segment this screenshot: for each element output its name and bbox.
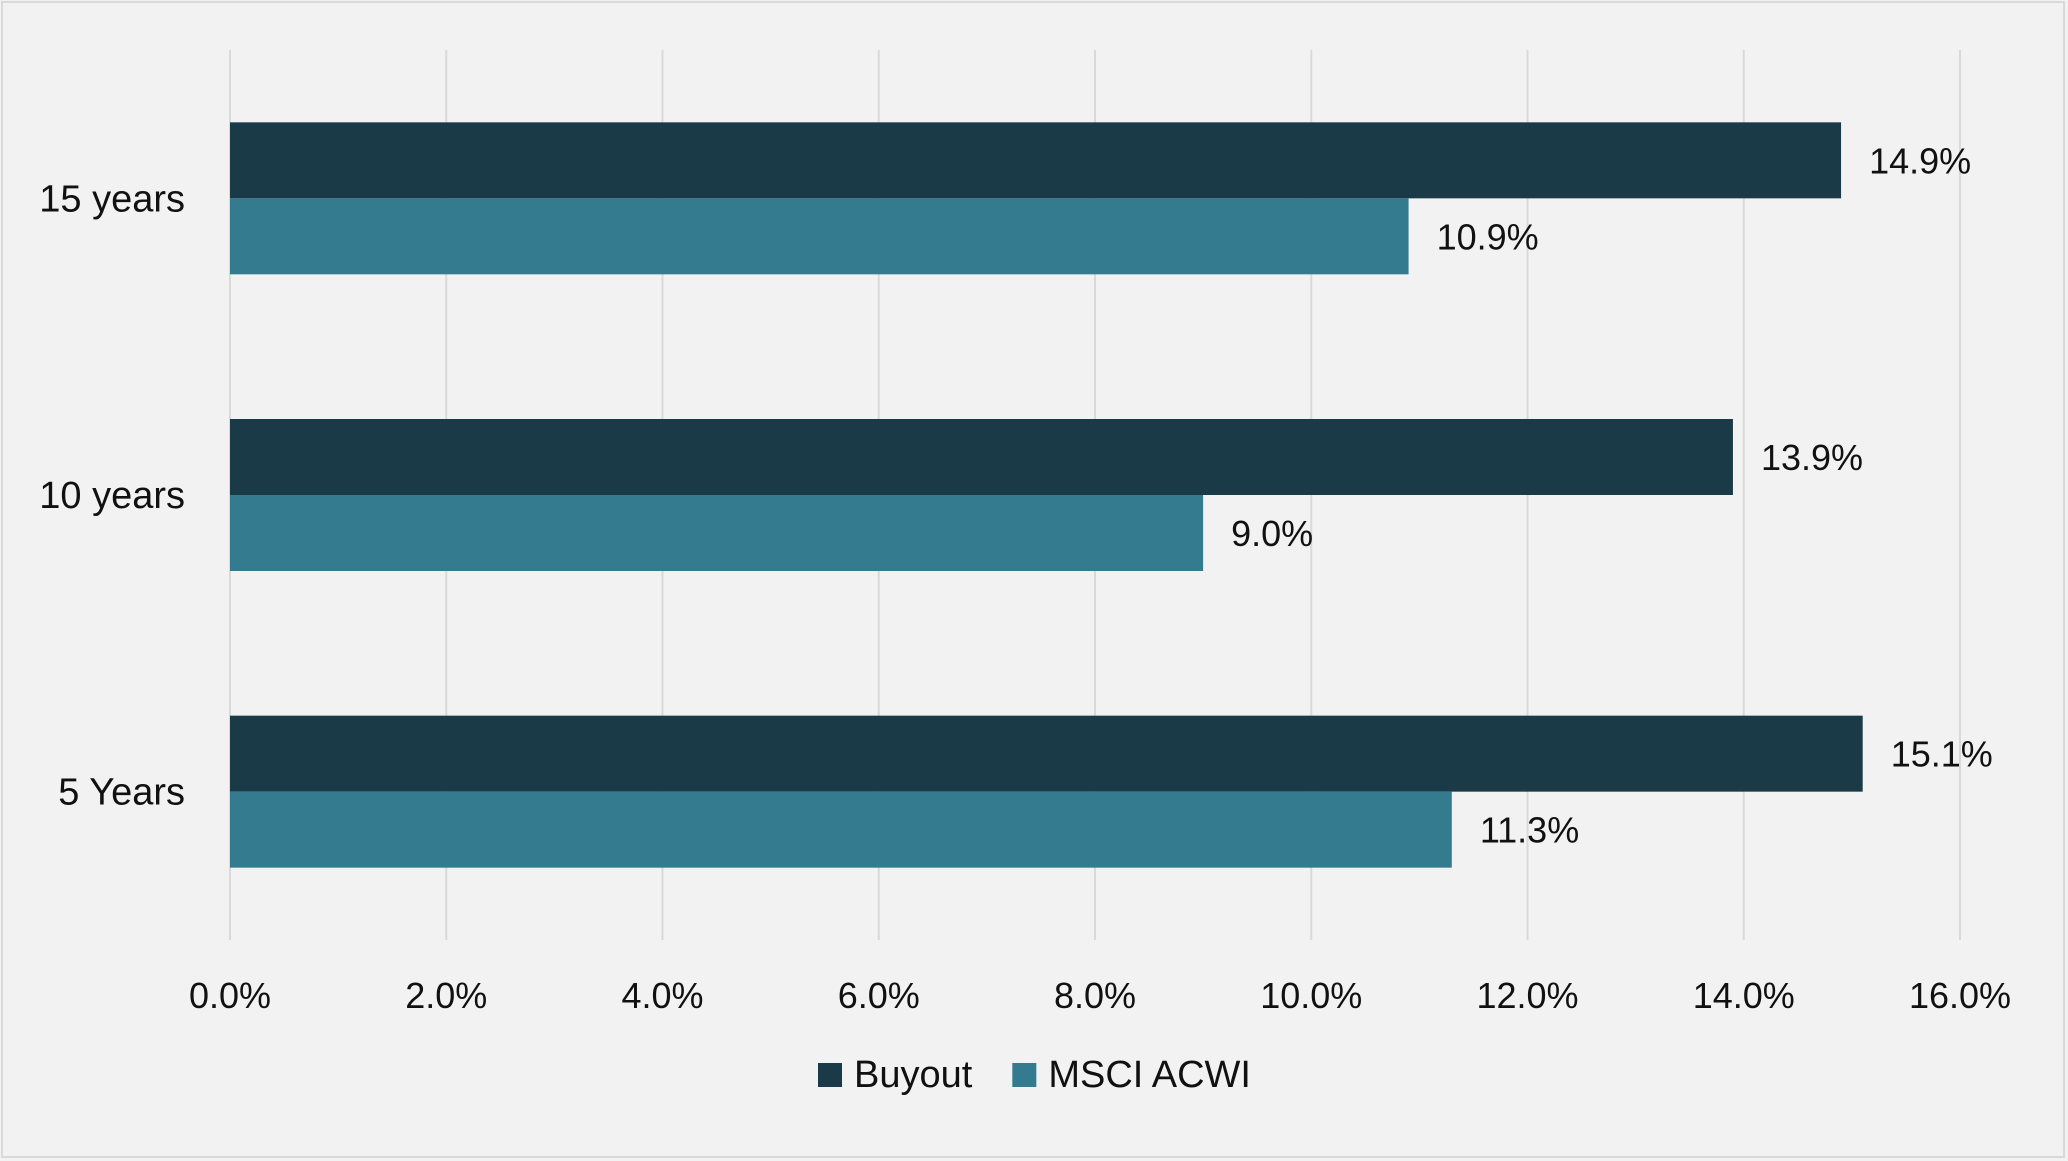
- data-label: 11.3%: [1480, 810, 1579, 851]
- data-label: 9.0%: [1231, 513, 1313, 554]
- legend-swatch: [1012, 1063, 1037, 1087]
- labels: 0.0% 2.0% 4.0% 6.0% 8.0% 10.0% 12.0% 14.0% 16.0%…: [39, 140, 2011, 1016]
- data-label: 13.9%: [1761, 437, 1863, 478]
- bar-msci-acwi: [230, 791, 1452, 868]
- x-tick-label: 16.0%: [1909, 975, 2011, 1016]
- x-tick-label: 14.0%: [1693, 975, 1795, 1016]
- legend-label: MSCI ACWI: [1048, 1054, 1251, 1096]
- x-tick-label: 10.0%: [1260, 975, 1362, 1016]
- x-tick-label: 12.0%: [1476, 975, 1578, 1016]
- category-label: 5 Years: [58, 772, 185, 814]
- legend-label: Buyout: [854, 1054, 973, 1096]
- x-tick-label: 8.0%: [1054, 975, 1136, 1016]
- x-tick-label: 0.0%: [189, 975, 271, 1016]
- bars: [230, 122, 1863, 868]
- bar-buyout: [230, 715, 1863, 792]
- bar-msci-acwi: [230, 198, 1409, 275]
- bar-buyout: [230, 419, 1733, 495]
- x-tick-label: 4.0%: [621, 975, 703, 1016]
- x-tick-label: 6.0%: [838, 975, 920, 1016]
- data-label: 10.9%: [1437, 216, 1539, 257]
- bar-buyout: [230, 122, 1842, 199]
- category-label: 10 years: [39, 475, 185, 517]
- data-label: 14.9%: [1869, 140, 1971, 181]
- category-label: 15 years: [39, 178, 185, 220]
- data-label: 15.1%: [1891, 734, 1993, 775]
- legend-swatch: [818, 1063, 842, 1087]
- x-tick-label: 2.0%: [405, 975, 487, 1016]
- bar-msci-acwi: [230, 495, 1204, 571]
- legend: Buyout MSCI ACWI: [818, 1054, 1251, 1096]
